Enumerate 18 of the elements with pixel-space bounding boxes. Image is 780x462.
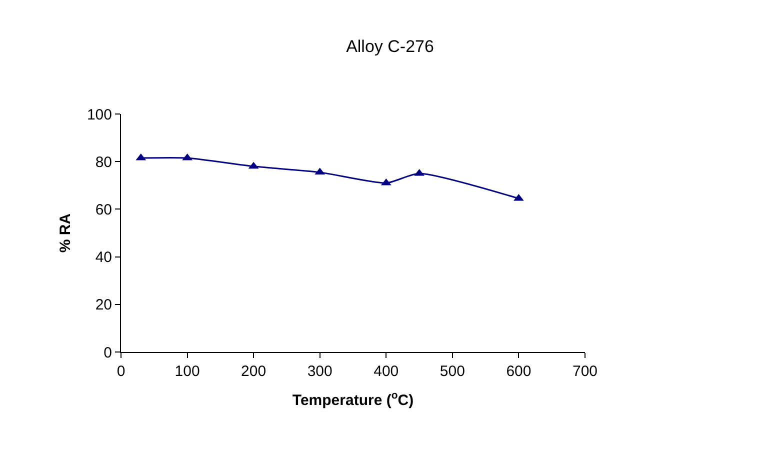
x-tick-label: 0 <box>116 363 126 380</box>
chart-title: Alloy C-276 <box>346 37 434 56</box>
x-tick-label: 100 <box>174 363 200 380</box>
point <box>514 194 524 201</box>
y-tick-label: 80 <box>95 154 112 171</box>
y-axis-title: % RA <box>57 213 74 253</box>
x-tick-label: 400 <box>374 363 399 380</box>
y-tick-label: 20 <box>95 296 112 314</box>
x-axis-title: Temperature ($^{o}$C) <box>292 390 414 409</box>
y-tick-label: 40 <box>95 249 112 266</box>
y-tick-label: 60 <box>95 201 112 218</box>
x-tick-label: 300 <box>307 363 332 380</box>
y-tick-label: 0 <box>104 344 112 362</box>
x-tick-label: 200 <box>241 363 266 380</box>
y-tick-label: 100 <box>86 106 112 124</box>
x-tick-label: 500 <box>440 363 465 380</box>
x-tick-label: 600 <box>506 363 532 380</box>
x-tick-label: 700 <box>572 363 598 380</box>
